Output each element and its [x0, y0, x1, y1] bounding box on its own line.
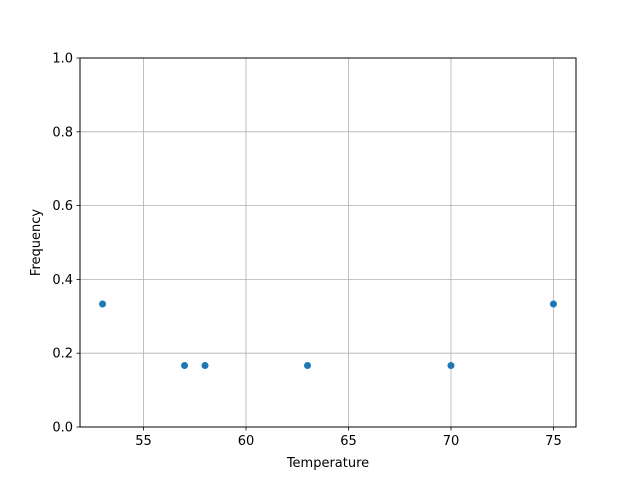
y-tick-label: 1.0 [52, 52, 73, 67]
data-points [99, 300, 557, 369]
x-axis-label: Temperature [286, 456, 369, 471]
data-point [201, 361, 209, 369]
y-tick-label: 0.2 [52, 347, 73, 362]
x-tick-label: 60 [238, 434, 255, 449]
y-tick-label: 0.6 [52, 199, 73, 214]
data-point [447, 361, 455, 369]
data-point [99, 300, 107, 308]
x-tick-label: 75 [545, 434, 562, 449]
y-tick-label: 0.4 [52, 273, 73, 288]
y-tick-label: 0.0 [52, 421, 73, 436]
grid [80, 57, 576, 428]
data-point [304, 361, 312, 369]
y-axis-label: Frequency [29, 209, 44, 276]
ticks: 55 60 65 70 75 0.0 0.2 0.4 0.6 0.8 1.0 [52, 52, 561, 450]
axes-frame [79, 57, 577, 428]
data-point [549, 300, 557, 308]
data-point [181, 361, 189, 369]
y-tick-label: 0.8 [52, 125, 73, 140]
x-tick-label: 55 [135, 434, 152, 449]
x-tick-label: 65 [340, 434, 357, 449]
x-tick-label: 70 [443, 434, 460, 449]
